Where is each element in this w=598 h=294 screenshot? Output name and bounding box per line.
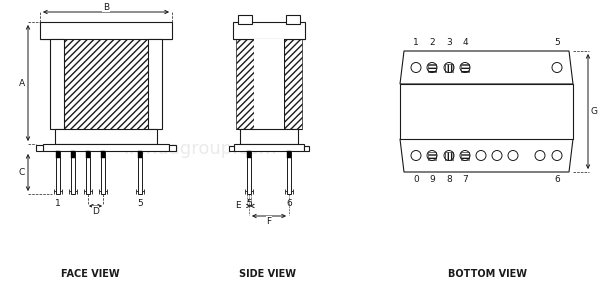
Bar bbox=[234, 144, 304, 151]
Text: 7: 7 bbox=[462, 175, 468, 184]
Text: 2: 2 bbox=[429, 38, 435, 47]
Bar bbox=[138, 151, 142, 158]
Text: 6: 6 bbox=[286, 199, 292, 208]
Text: BOTTOM VIEW: BOTTOM VIEW bbox=[447, 269, 526, 279]
Text: C: C bbox=[19, 168, 25, 177]
Text: 5: 5 bbox=[246, 199, 252, 208]
Bar bbox=[71, 151, 75, 194]
Text: A: A bbox=[19, 78, 25, 88]
Bar bbox=[461, 151, 469, 160]
Text: 4: 4 bbox=[462, 38, 468, 47]
Text: 5: 5 bbox=[554, 38, 560, 47]
Bar bbox=[86, 151, 90, 158]
Bar bbox=[445, 151, 453, 160]
Bar bbox=[254, 39, 284, 129]
Bar bbox=[445, 64, 453, 71]
Bar bbox=[287, 151, 291, 194]
Bar bbox=[43, 144, 169, 151]
Text: D: D bbox=[92, 206, 99, 216]
Text: 8: 8 bbox=[446, 175, 452, 184]
Bar bbox=[287, 151, 291, 158]
Bar bbox=[50, 39, 64, 129]
Circle shape bbox=[460, 63, 470, 73]
Bar bbox=[71, 151, 75, 158]
Bar bbox=[56, 151, 60, 194]
Text: 1: 1 bbox=[55, 199, 61, 208]
Bar bbox=[236, 39, 254, 129]
Bar bbox=[138, 151, 142, 194]
Bar bbox=[62, 39, 150, 129]
Bar bbox=[247, 151, 251, 158]
Bar bbox=[461, 64, 469, 71]
Text: fr.ihuagroup.com: fr.ihuagroup.com bbox=[123, 140, 277, 158]
Bar bbox=[240, 129, 298, 144]
Text: FACE VIEW: FACE VIEW bbox=[60, 269, 120, 279]
Bar bbox=[101, 151, 105, 158]
Bar bbox=[428, 151, 436, 160]
Circle shape bbox=[508, 151, 518, 161]
Circle shape bbox=[492, 151, 502, 161]
Bar bbox=[55, 129, 157, 144]
Text: 9: 9 bbox=[429, 175, 435, 184]
Bar bbox=[40, 22, 172, 39]
Bar bbox=[284, 39, 302, 129]
Bar bbox=[36, 145, 43, 151]
Text: SIDE VIEW: SIDE VIEW bbox=[239, 269, 295, 279]
Text: F: F bbox=[267, 216, 271, 225]
Bar bbox=[238, 15, 252, 24]
Circle shape bbox=[535, 151, 545, 161]
Bar bbox=[247, 151, 251, 194]
Circle shape bbox=[444, 151, 454, 161]
Bar bbox=[233, 22, 305, 39]
Polygon shape bbox=[400, 51, 573, 84]
Bar bbox=[286, 15, 300, 24]
Circle shape bbox=[427, 63, 437, 73]
Text: 0: 0 bbox=[413, 175, 419, 184]
Circle shape bbox=[411, 63, 421, 73]
Circle shape bbox=[552, 151, 562, 161]
Bar bbox=[86, 151, 90, 194]
Bar bbox=[428, 64, 436, 71]
Circle shape bbox=[444, 63, 454, 73]
Bar bbox=[101, 151, 105, 194]
Text: 1: 1 bbox=[413, 38, 419, 47]
Text: 5: 5 bbox=[137, 199, 143, 208]
Text: E: E bbox=[236, 201, 241, 211]
Bar bbox=[229, 146, 234, 151]
Circle shape bbox=[411, 151, 421, 161]
Circle shape bbox=[476, 151, 486, 161]
Circle shape bbox=[427, 151, 437, 161]
Circle shape bbox=[552, 63, 562, 73]
Text: B: B bbox=[103, 3, 109, 11]
Text: 6: 6 bbox=[554, 175, 560, 184]
Circle shape bbox=[460, 151, 470, 161]
Bar bbox=[56, 151, 60, 158]
Text: G: G bbox=[590, 107, 597, 116]
Text: 3: 3 bbox=[446, 38, 452, 47]
Polygon shape bbox=[400, 139, 573, 172]
Bar bbox=[169, 145, 176, 151]
Bar bbox=[148, 39, 162, 129]
Bar bbox=[400, 84, 573, 139]
Bar bbox=[304, 146, 309, 151]
